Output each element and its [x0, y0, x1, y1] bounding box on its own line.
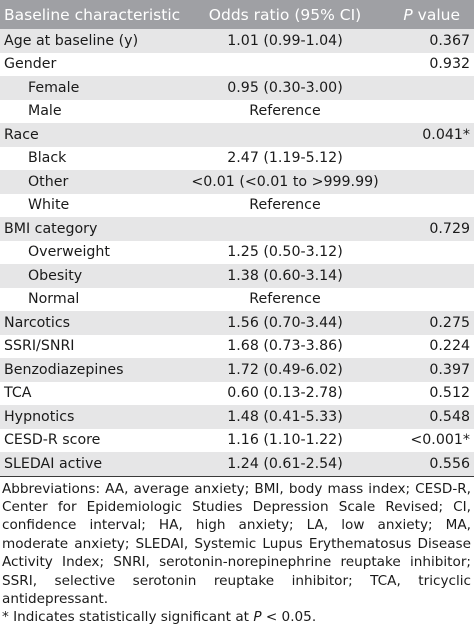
row-label: Narcotics	[4, 314, 71, 331]
row-odds-ratio: 1.38 (0.60-3.14)	[227, 267, 343, 284]
row-label: BMI category	[4, 220, 98, 237]
row-odds-ratio: 1.56 (0.70-3.44)	[227, 314, 343, 331]
row-label: Race	[4, 126, 39, 143]
row-label: Obesity	[28, 267, 83, 284]
table-row: Hypnotics 1.48 (0.41-5.33) 0.548	[0, 405, 474, 429]
table-row: Race 0.041*	[0, 123, 474, 147]
table-row: Gender 0.932	[0, 52, 474, 76]
row-label: White	[28, 197, 70, 214]
row-p-value: 0.729	[429, 220, 470, 237]
row-odds-ratio: <0.01 (<0.01 to >999.99)	[191, 173, 379, 190]
row-odds-ratio: Reference	[249, 197, 321, 214]
row-odds-ratio: 0.60 (0.13-2.78)	[227, 385, 343, 402]
header-p-suffix: value	[412, 5, 460, 24]
row-p-value: 0.275	[429, 314, 470, 331]
row-odds-ratio: 1.24 (0.61-2.54)	[227, 455, 343, 472]
row-label: Other	[28, 173, 69, 190]
table-footnote: Abbreviations: AA, average anxiety; BMI,…	[0, 477, 474, 627]
table-row: Obesity 1.38 (0.60-3.14)	[0, 264, 474, 288]
row-p-value: 0.224	[429, 338, 470, 355]
table-row: White Reference	[0, 193, 474, 217]
row-label: Hypnotics	[4, 408, 75, 425]
table-bottom-rule	[0, 475, 474, 477]
row-p-value: <0.001*	[410, 432, 470, 449]
row-label: Black	[28, 150, 67, 167]
row-p-value: 0.556	[429, 455, 470, 472]
row-p-value: 0.548	[429, 408, 470, 425]
table-row: SLEDAI active 1.24 (0.61-2.54) 0.556	[0, 452, 474, 476]
table-row: Narcotics 1.56 (0.70-3.44) 0.275	[0, 311, 474, 335]
table-row: BMI category 0.729	[0, 217, 474, 241]
table-row: CESD-R score 1.16 (1.10-1.22) <0.001*	[0, 428, 474, 452]
header-odds-ratio: Odds ratio (95% CI)	[208, 5, 362, 24]
table-row: Female 0.95 (0.30-3.00)	[0, 76, 474, 100]
row-label: Gender	[4, 56, 57, 73]
header-p-letter: P	[403, 5, 413, 24]
row-label: Male	[28, 103, 62, 120]
row-label: Normal	[28, 291, 80, 308]
footnote-abbreviations: Abbreviations: AA, average anxiety; BMI,…	[2, 480, 471, 607]
table-row: TCA 0.60 (0.13-2.78) 0.512	[0, 381, 474, 405]
row-label: Female	[28, 79, 80, 96]
row-p-value: 0.041*	[422, 126, 470, 143]
row-odds-ratio: 1.25 (0.50-3.12)	[227, 244, 343, 261]
footnote-sig-after: < 0.05.	[261, 609, 317, 626]
table-body: Age at baseline (y) 1.01 (0.99-1.04) 0.367…	[0, 29, 474, 476]
table-row: Normal Reference	[0, 287, 474, 311]
row-odds-ratio: 1.72 (0.49-6.02)	[227, 361, 343, 378]
row-odds-ratio: Reference	[249, 291, 321, 308]
table-row: SSRI/SNRI 1.68 (0.73-3.86) 0.224	[0, 334, 474, 358]
row-odds-ratio: 0.95 (0.30-3.00)	[227, 79, 343, 96]
row-label: Age at baseline (y)	[4, 32, 139, 49]
footnote-significance: * Indicates statistically significant at…	[2, 608, 471, 626]
footnote-sig-p: P	[253, 609, 262, 626]
row-label: TCA	[4, 385, 32, 402]
table-row: Benzodiazepines 1.72 (0.49-6.02) 0.397	[0, 358, 474, 382]
row-p-value: 0.932	[429, 56, 470, 73]
table-header: Baseline characteristic Odds ratio (95% …	[0, 0, 474, 29]
footnote-sig-before: * Indicates statistically significant at	[2, 609, 254, 626]
row-odds-ratio: 1.68 (0.73-3.86)	[227, 338, 343, 355]
row-label: SLEDAI active	[4, 455, 103, 472]
odds-ratio-table: Baseline characteristic Odds ratio (95% …	[0, 0, 474, 477]
row-odds-ratio: 1.01 (0.99-1.04)	[227, 32, 343, 49]
header-baseline-characteristic: Baseline characteristic	[4, 5, 181, 24]
row-p-value: 0.512	[429, 385, 470, 402]
table-row: Age at baseline (y) 1.01 (0.99-1.04) 0.367	[0, 29, 474, 53]
table-row: Black 2.47 (1.19-5.12)	[0, 146, 474, 170]
row-label: Overweight	[28, 244, 110, 261]
row-label: Benzodiazepines	[4, 361, 124, 378]
row-odds-ratio: 1.16 (1.10-1.22)	[227, 432, 343, 449]
table-row: Male Reference	[0, 99, 474, 123]
row-label: CESD-R score	[4, 432, 101, 449]
row-p-value: 0.367	[429, 32, 470, 49]
row-label: SSRI/SNRI	[4, 338, 75, 355]
row-odds-ratio: 2.47 (1.19-5.12)	[227, 150, 343, 167]
row-odds-ratio: 1.48 (0.41-5.33)	[227, 408, 343, 425]
table-row: Overweight 1.25 (0.50-3.12)	[0, 240, 474, 264]
row-p-value: 0.397	[429, 361, 470, 378]
header-p-value: P value	[380, 6, 474, 24]
row-odds-ratio: Reference	[249, 103, 321, 120]
table-row: Other <0.01 (<0.01 to >999.99)	[0, 170, 474, 194]
